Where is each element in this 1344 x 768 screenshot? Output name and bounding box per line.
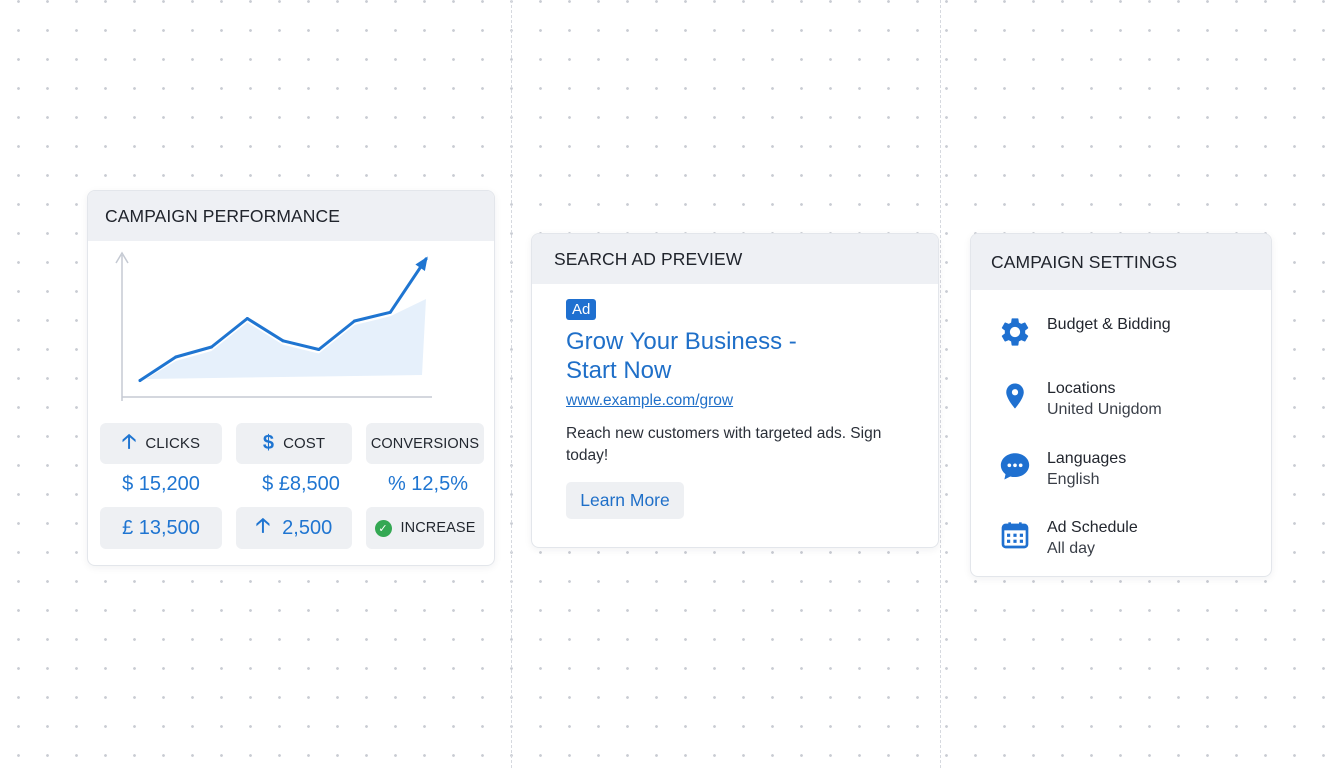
- settings-item-subtitle: English: [1047, 471, 1100, 488]
- settings-item-title: Languages: [1047, 450, 1127, 467]
- ad-badge: Ad: [566, 299, 597, 320]
- conversions-label: CONVERSIONS: [370, 435, 480, 452]
- data-point-5: [317, 348, 321, 351]
- ad-headline-line-1: Grow Your Business -: [566, 328, 797, 355]
- cost-label-tile: $ COST: [236, 423, 352, 464]
- data-point-0: [138, 379, 142, 382]
- chat-bubble-icon: [997, 448, 1033, 484]
- performance-chart: [115, 251, 432, 401]
- campaign-performance-card: CAMPAIGN PERFORMANCE 🡡 CLICKS $ COST CON…: [87, 190, 495, 566]
- row3-value-1: £ 13,500: [122, 516, 200, 539]
- settings-item-subtitle: United Unigdom: [1047, 401, 1162, 418]
- row3-value-2: 2,500: [282, 516, 333, 539]
- settings-item-title: Budget & Bidding: [1047, 316, 1171, 333]
- check-circle-icon: ✓: [374, 519, 392, 537]
- increase-label: INCREASE: [400, 520, 476, 536]
- row3-value-tile-1: £ 13,500: [100, 507, 222, 549]
- ad-description: Reach new customers with targeted ads. S…: [566, 425, 882, 464]
- clicks-label-tile: 🡡 CLICKS: [100, 423, 222, 464]
- calendar-icon: [997, 517, 1033, 553]
- location-pin-icon: [997, 378, 1033, 414]
- data-point-3: [245, 317, 249, 320]
- cost-label: COST: [283, 435, 326, 452]
- cost-value: $ £8,500: [262, 472, 340, 495]
- data-point-4: [281, 339, 285, 343]
- settings-item-languages[interactable]: Languages English: [997, 448, 1126, 491]
- campaign-settings-card: CAMPAIGN SETTINGS Budget & Bidding Locat…: [970, 233, 1272, 577]
- ad-headline[interactable]: Grow Your Business - Start Now: [566, 327, 866, 385]
- settings-item-title: Ad Schedule: [1047, 519, 1138, 536]
- conversions-label-tile: CONVERSIONS: [366, 423, 484, 464]
- data-point-7: [388, 310, 392, 314]
- y-axis-arrow: [115, 251, 129, 264]
- arrow-up-icon: 🡡: [121, 430, 137, 453]
- learn-more-button[interactable]: Learn More: [566, 482, 684, 519]
- data-point-1: [174, 355, 178, 359]
- series-area: [146, 299, 426, 379]
- data-point-2: [210, 345, 213, 349]
- chart-axes: [115, 251, 432, 401]
- series-end-arrow: [415, 256, 428, 271]
- increase-tile: ✓ INCREASE: [366, 507, 484, 549]
- search-ad-preview-card: SEARCH AD PREVIEW Ad Grow Your Business …: [531, 233, 939, 548]
- dollar-icon: $: [262, 432, 275, 454]
- campaign-performance-title: CAMPAIGN PERFORMANCE: [88, 191, 494, 241]
- row3-value-tile-2: 🡡 2,500: [236, 507, 352, 549]
- ad-url-link[interactable]: www.example.com/grow: [566, 392, 734, 409]
- campaign-settings-title: CAMPAIGN SETTINGS: [971, 234, 1271, 290]
- ad-headline-line-2: Start Now: [566, 357, 672, 384]
- clicks-label: CLICKS: [145, 435, 201, 452]
- settings-item-locations[interactable]: Locations United Unigdom: [997, 378, 1162, 421]
- settings-item-budget[interactable]: Budget & Bidding: [997, 314, 1171, 350]
- settings-item-title: Locations: [1047, 380, 1116, 397]
- conversions-value: % 12,5%: [387, 472, 469, 495]
- clicks-value: $ 15,200: [122, 472, 200, 495]
- column-divider-left: [511, 0, 512, 768]
- column-divider-right: [940, 0, 941, 768]
- data-point-6: [353, 319, 356, 323]
- search-ad-preview-title: SEARCH AD PREVIEW: [532, 234, 938, 284]
- settings-item-subtitle: All day: [1047, 540, 1096, 557]
- settings-item-ad-schedule[interactable]: Ad Schedule All day: [997, 517, 1138, 560]
- gear-icon: [997, 314, 1033, 350]
- data-point-8: [424, 257, 428, 261]
- arrow-up-icon: 🡡: [255, 515, 271, 537]
